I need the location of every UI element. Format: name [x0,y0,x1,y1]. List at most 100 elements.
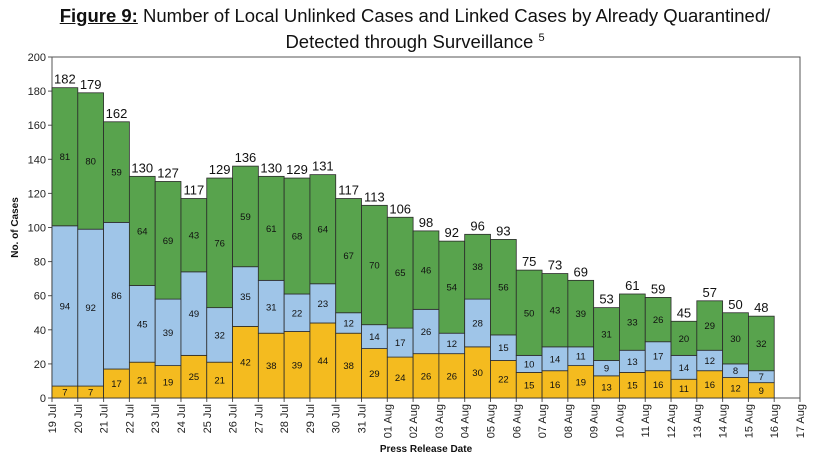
segment-value-label: 26 [421,327,432,338]
x-tick-label: 01 Aug [382,404,394,438]
bar-segment-middle [154,298,182,367]
segment-value-label: 45 [137,319,148,330]
bar-segment-top [283,177,311,295]
bar-segment-top [644,297,672,343]
bar-total-label: 96 [470,218,484,233]
x-tick-label: 07 Aug [537,404,549,438]
x-tick-label: 20 Jul [73,404,85,433]
x-tick-label: 09 Aug [589,404,601,438]
x-axis-title: Press Release Date [380,444,473,455]
bar-total-label: 131 [312,159,334,174]
x-tick-label: 15 Aug [743,404,755,438]
bar-total-label: 162 [106,106,128,121]
segment-value-label: 80 [85,157,96,168]
bar-segment-middle [51,225,79,387]
segment-value-label: 15 [524,381,535,392]
segment-value-label: 16 [653,380,664,391]
segment-value-label: 39 [163,328,174,339]
bar-total-label: 117 [338,183,359,198]
bar-segment-bottom [232,325,259,399]
segment-value-label: 50 [524,308,535,319]
segment-value-label: 42 [240,358,251,369]
segment-value-label: 54 [447,283,458,294]
bar-total-label: 59 [651,281,665,296]
segment-value-label: 67 [343,251,354,262]
bar-segment-middle [412,308,440,355]
x-tick-label: 24 Jul [176,404,188,433]
x-tick-label: 17 Aug [795,404,807,438]
bar-total-label: 69 [574,264,588,279]
segment-value-label: 31 [601,330,612,341]
segment-value-label: 69 [163,236,174,247]
segment-value-label: 17 [653,352,664,363]
segment-value-label: 26 [653,315,664,326]
bar-total-label: 106 [389,201,411,216]
segment-value-label: 7 [88,388,93,399]
segment-value-label: 30 [472,368,483,379]
figure-number: Figure 9: [59,5,138,26]
x-tick-label: 12 Aug [666,404,678,438]
x-tick-label: 26 Jul [228,404,240,433]
bar-segment-middle [180,271,208,356]
segment-value-label: 13 [601,382,612,393]
bar-segment-top [77,92,104,230]
segment-value-label: 65 [395,268,406,279]
segment-value-label: 81 [60,152,71,163]
x-tick-label: 03 Aug [434,404,446,438]
y-tick-label: 40 [34,325,46,337]
x-tick-label: 14 Aug [718,404,730,438]
segment-value-label: 14 [550,354,561,365]
bar-total-label: 92 [445,225,459,240]
bar-segment-top [722,312,749,365]
bar-total-label: 98 [419,215,433,230]
bar-segment-top [670,320,698,356]
segment-value-label: 12 [730,383,741,394]
bar-segment-bottom [361,348,388,399]
segment-value-label: 33 [627,318,638,329]
segment-value-label: 14 [369,332,380,343]
segment-value-label: 39 [575,309,586,320]
bar-segment-top [748,315,775,372]
y-tick-label: 120 [28,188,46,200]
segment-value-label: 25 [189,372,200,383]
bar-total-label: 48 [754,300,768,315]
bar-segment-middle [232,266,259,327]
segment-value-label: 39 [292,360,303,371]
bar-total-label: 182 [54,72,76,87]
segment-value-label: 92 [85,303,96,314]
x-tick-label: 11 Aug [640,404,652,437]
segment-value-label: 16 [704,380,715,391]
y-tick-label: 100 [28,223,46,235]
y-tick-label: 180 [28,86,46,98]
segment-value-label: 22 [498,375,509,386]
bar-segment-top [309,174,337,285]
bar-segment-top [103,121,130,223]
bar-segment-bottom [412,353,440,399]
bar-segment-bottom [128,361,156,399]
bar-segment-top [696,300,724,351]
bar-segment-middle [128,285,156,363]
segment-value-label: 31 [266,302,277,313]
segment-value-label: 49 [189,309,200,320]
bar-total-label: 75 [522,254,536,269]
bar-total-label: 113 [364,189,385,204]
x-tick-label: 04 Aug [460,404,472,438]
bar-segment-top [232,165,259,268]
bar-segment-top [490,239,517,336]
segment-value-label: 12 [343,318,354,329]
x-tick-label: 22 Jul [124,404,136,433]
segment-value-label: 10 [524,359,535,370]
segment-value-label: 94 [60,301,71,312]
bar-segment-top [464,233,491,300]
segment-value-label: 70 [369,261,380,272]
segment-value-label: 68 [292,232,303,243]
bar-segment-top [438,240,466,334]
bar-segment-bottom [309,322,337,399]
bar-total-label: 93 [496,223,510,238]
segment-value-label: 56 [498,283,509,294]
bar-segment-bottom [515,372,543,399]
segment-value-label: 86 [111,291,122,302]
x-tick-label: 05 Aug [485,404,497,438]
segment-value-label: 61 [266,224,277,235]
bar-total-label: 129 [286,162,308,177]
